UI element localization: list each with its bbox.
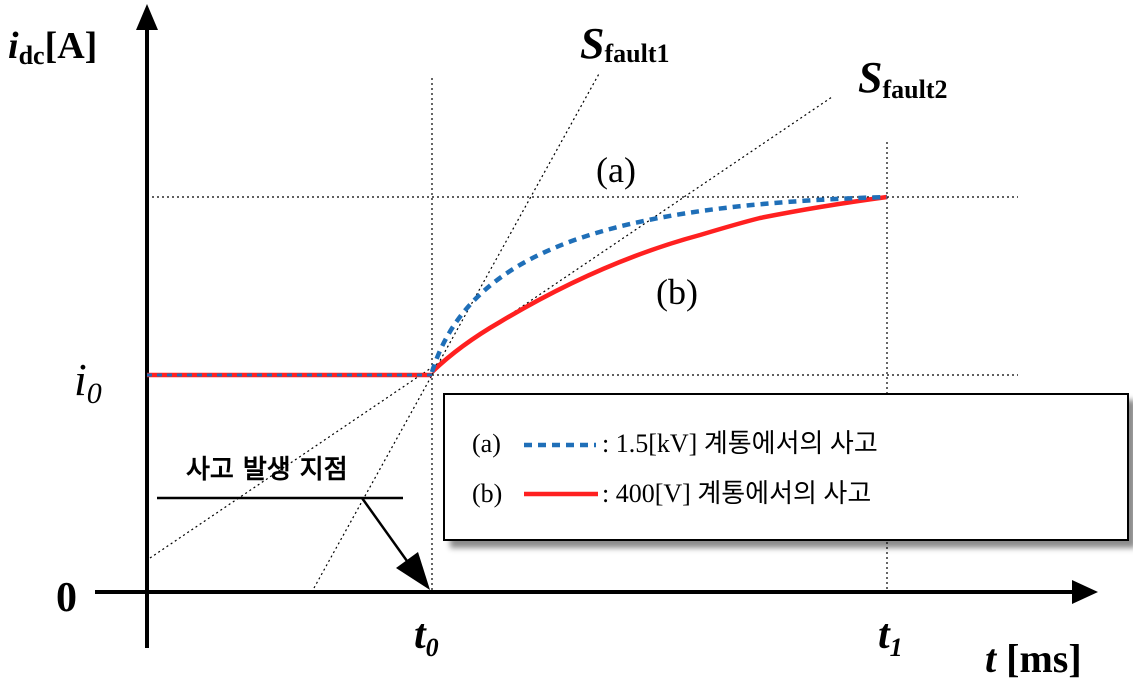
fault-point-arrowhead [396, 552, 430, 590]
axes [95, 22, 1082, 648]
legend-box [443, 393, 1129, 541]
legend-item-b-key: (b) [472, 479, 502, 508]
t0-label: t0 [414, 612, 439, 662]
x-axis-label: t [ms] [985, 636, 1082, 681]
i0-label: i0 [74, 354, 102, 410]
slope-fault2-label: Sfault2 [858, 53, 947, 104]
curve-a-1-5kv [429, 194, 888, 373]
legend-item-a-text: : 1.5[kV] 계통에서의 사고 [602, 429, 878, 458]
y-axis-label: idc[A] [8, 25, 97, 70]
slope-fault1-label: Sfault1 [580, 19, 669, 68]
t1-label: t1 [878, 612, 903, 662]
origin-zero-label: 0 [56, 575, 77, 621]
legend-item-b: (b) : 400[V] 계통에서의 사고 [472, 479, 871, 508]
fault-point-arrow-shaft [360, 497, 414, 569]
legend-item-a: (a) : 1.5[kV] 계통에서의 사고 [472, 429, 878, 458]
curve-b-400v [430, 194, 888, 374]
legend-item-a-key: (a) [472, 429, 501, 458]
legend: (a) : 1.5[kV] 계통에서의 사고 (b) : 400[V] 계통에서… [443, 393, 1129, 541]
curve-a-label: (a) [596, 150, 636, 190]
x-axis-arrowhead [1072, 580, 1098, 604]
curve-b-label: (b) [656, 272, 698, 312]
legend-item-b-text: : 400[V] 계통에서의 사고 [602, 479, 871, 508]
slope-fault1-line [313, 71, 601, 589]
fault-point-annotation: 사고 발생 지점 [186, 455, 348, 485]
y-axis-arrowhead [136, 4, 158, 30]
